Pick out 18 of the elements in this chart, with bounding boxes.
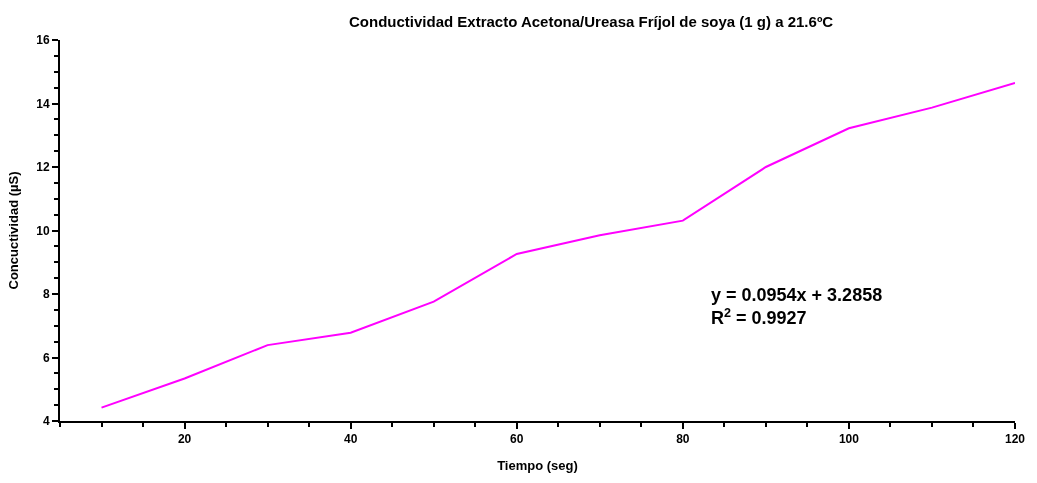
y-axis-title: Concuctividad (µS): [5, 171, 21, 290]
x-axis-title: Tiempo (seg): [497, 457, 578, 473]
x-tick-label: 60: [510, 432, 524, 447]
x-tick-label: 20: [177, 432, 192, 447]
x-tick-label: 40: [343, 432, 358, 447]
y-tick-label: 12: [36, 160, 50, 175]
y-tick-label: 6: [42, 350, 50, 365]
y-tick-label: 4: [42, 414, 50, 429]
x-tick-label: 120: [1004, 432, 1026, 447]
y-tick-label: 10: [36, 223, 50, 238]
annotation: y = 0.0954x + 3.2858 R$^{2}$ = 0.9927: [711, 285, 883, 329]
chart-title: Conductividad Extracto Acetona/Ureasa Fríjol de soya (1 g) a 21.6ºC: [348, 13, 834, 31]
y-tick-label: 8: [42, 287, 50, 302]
x-tick-label: 100: [838, 432, 860, 447]
y-tick-label: 16: [36, 33, 50, 48]
x-tick-label: 80: [676, 432, 690, 447]
line-series: [100, 81, 1015, 409]
y-tick-label: 14: [36, 96, 50, 111]
